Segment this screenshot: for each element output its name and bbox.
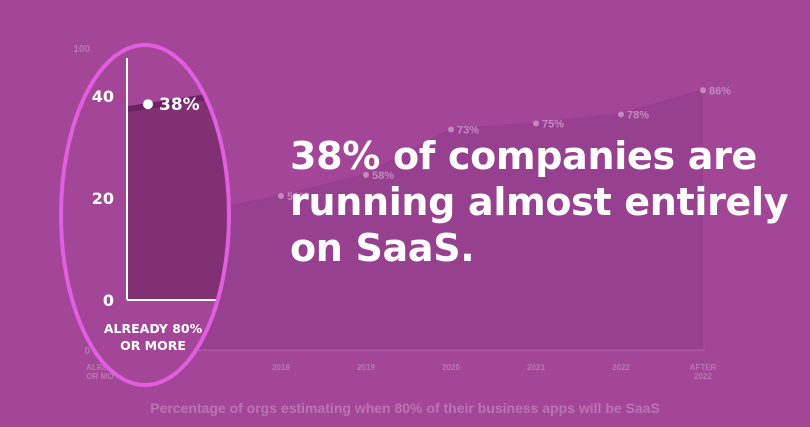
x-tick-label: 2021: [527, 363, 545, 372]
data-point: [363, 171, 369, 178]
chart-caption: Percentage of orgs estimating when 80% o…: [150, 400, 660, 416]
inset-data-point: [143, 99, 153, 110]
data-point: [278, 192, 284, 199]
data-label: 58%: [372, 170, 394, 182]
inset-area: [127, 92, 229, 300]
inset-labels: 0 20 40 38% ALREADY 80% OR MORE: [92, 87, 203, 353]
headline: 38% of companies are running almost enti…: [290, 133, 789, 271]
x-tick-label: 2022: [694, 372, 712, 381]
y-tick-label: 100: [73, 44, 90, 55]
x-tick-label: 2018: [272, 363, 290, 372]
inset-category-label: OR MORE: [120, 338, 186, 353]
headline-line: 38% of companies are: [290, 134, 757, 178]
x-tick-label: 2019: [357, 363, 375, 372]
headline-line: on SaaS.: [290, 226, 475, 270]
data-point: [533, 120, 539, 127]
background-area: [100, 90, 703, 350]
inset-y-tick-label: 0: [103, 291, 114, 310]
zoom-ellipse: [59, 43, 231, 387]
inset-y-tick-label: 40: [92, 87, 114, 106]
inset-category-label: ALREADY 80%: [104, 321, 203, 336]
data-label: 75%: [542, 119, 564, 131]
data-point: [618, 111, 624, 118]
data-label: 86%: [709, 85, 731, 97]
x-tick-label: AFTER: [690, 363, 717, 372]
headline-line: running almost entirely: [290, 180, 789, 224]
x-tick-label: 2020: [442, 363, 460, 372]
inset-y-tick-label: 20: [92, 189, 114, 208]
data-point: [448, 126, 454, 133]
x-tick-label: ALREA: [86, 363, 114, 372]
x-tick-label: OR MO: [86, 372, 113, 381]
data-label: 78%: [627, 109, 649, 121]
inset-data-label: 38%: [159, 95, 200, 115]
y-tick-label: 0: [84, 346, 90, 357]
data-point: [700, 87, 706, 94]
data-label: 73%: [457, 125, 479, 137]
x-tick-label: 2022: [612, 363, 630, 372]
data-label: 51%: [287, 191, 309, 203]
